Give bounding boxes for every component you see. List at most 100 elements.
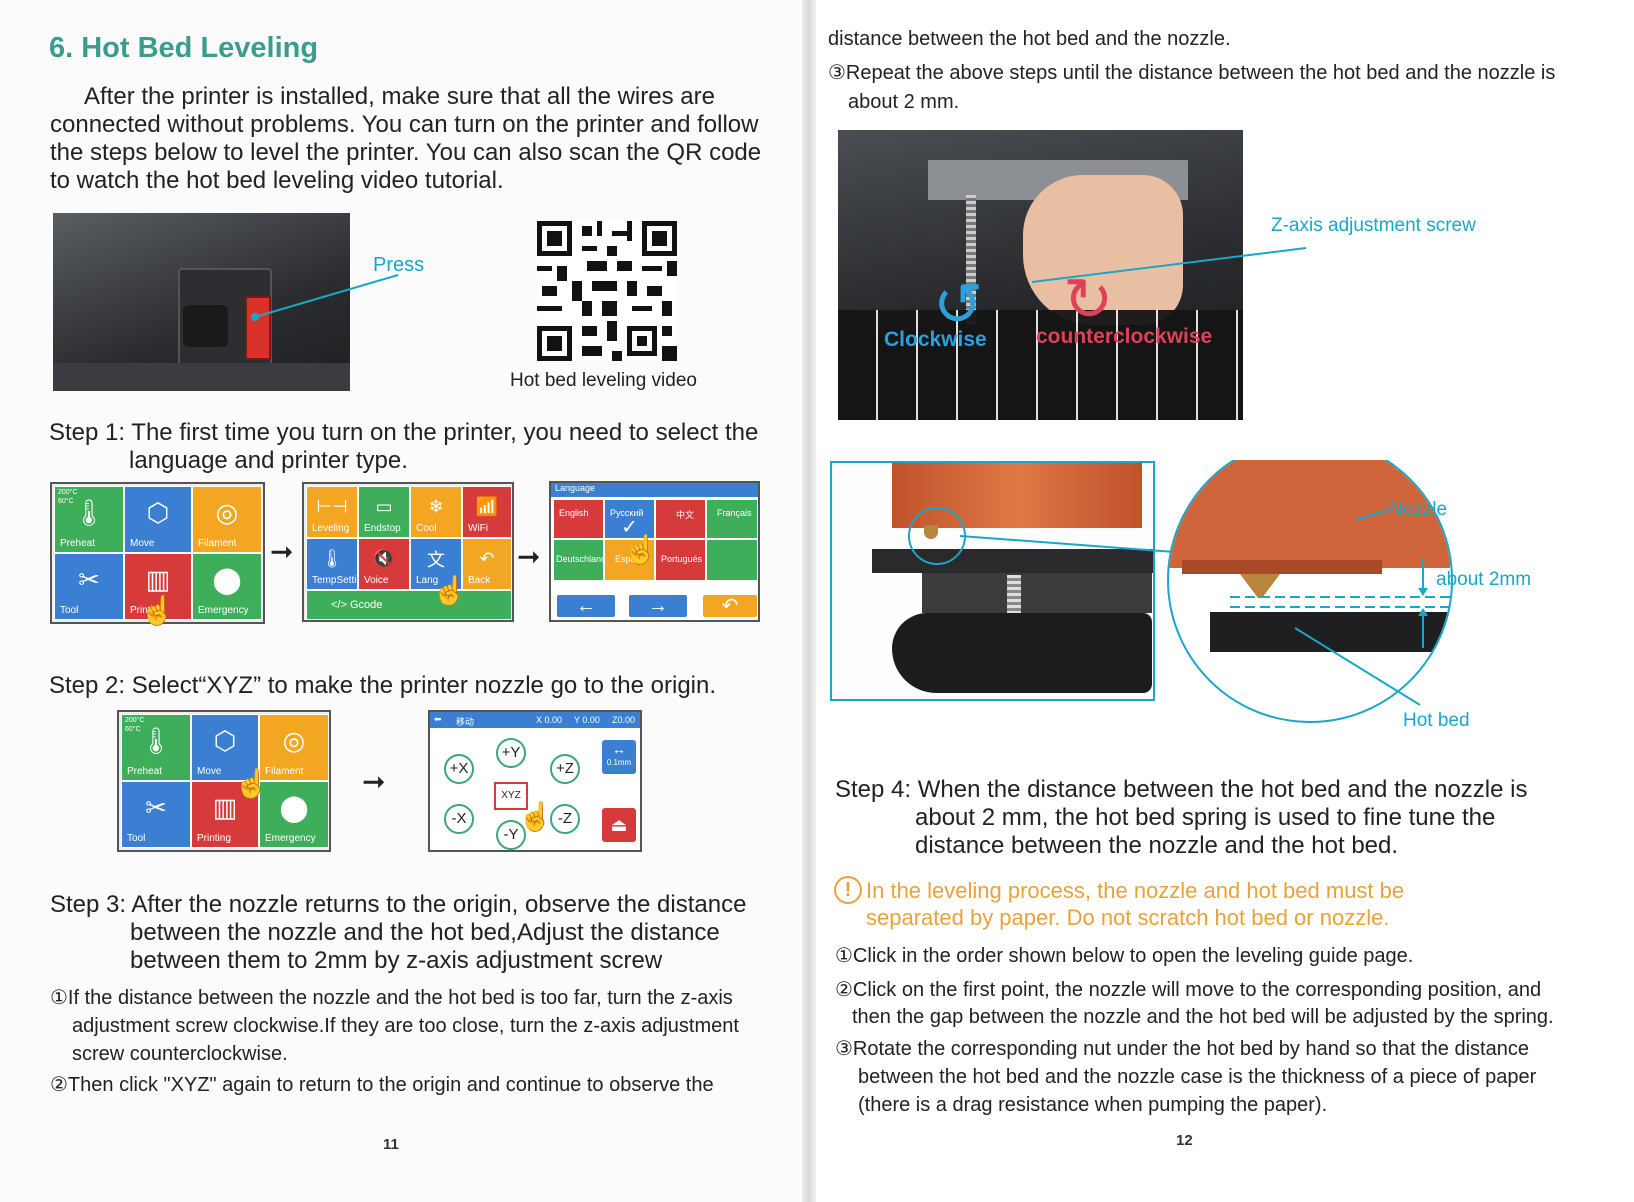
item3b-line1: ③Rotate the corresponding nut under the … xyxy=(835,1038,1529,1060)
lang-portuguese[interactable]: Portugués xyxy=(655,539,706,581)
back-icon: ↶ xyxy=(479,548,495,569)
press-label: Press xyxy=(373,254,425,276)
lang-german[interactable]: Deutschland xyxy=(553,539,606,581)
tile-back[interactable]: ↶ Back xyxy=(462,538,512,590)
lang-russian[interactable]: Русский ✓ xyxy=(604,499,655,539)
tile-filament[interactable]: ◎ Filament xyxy=(192,486,262,553)
tile-printing[interactable]: ▥ Printing xyxy=(191,781,259,848)
continued-text: distance between the hot bed and the noz… xyxy=(828,28,1231,50)
filament-icon: ◎ xyxy=(282,725,306,756)
item1-line1: ①Click in the order shown below to open … xyxy=(835,945,1414,967)
step3-line-1: Step 3: After the nozzle returns to the … xyxy=(50,891,747,918)
tile-preheat[interactable]: 🌡 Preheat xyxy=(121,714,191,781)
xyz-home-button[interactable]: XYZ xyxy=(494,782,528,810)
print-bed-grid xyxy=(838,310,1243,420)
main-menu-screen-2: 🌡 Preheat 200°C 60°C ⬡ Move ◎ Filament ✂ Tool… xyxy=(117,710,331,852)
printing-icon: ▥ xyxy=(212,792,238,823)
endstop-icon: ▭ xyxy=(375,496,393,517)
page-number-left: 11 xyxy=(383,1136,399,1153)
tile-language[interactable]: 文 Lang xyxy=(410,538,462,590)
step1-line-1: Step 1: The first time you turn on the p… xyxy=(49,419,759,446)
main-menu-screen: 🌡 Preheat 200°C 60°C ⬡ Move ◎ Filament ✂ Tool… xyxy=(50,482,265,626)
clockwise-arrow-icon: ↺ xyxy=(933,271,984,338)
bed-spring xyxy=(1007,575,1021,615)
tile-move[interactable]: ⬡ Move xyxy=(191,714,259,781)
cube-icon: ⬡ xyxy=(213,725,237,756)
fan-icon: ❄ xyxy=(428,496,444,517)
disable-motor-button[interactable]: ⏏ xyxy=(602,808,636,842)
power-switch-photo xyxy=(53,213,350,391)
step4-line-2: about 2 mm, the hot bed spring is used t… xyxy=(915,804,1496,831)
step-size-button[interactable]: ↔ 0.1mm xyxy=(602,740,636,774)
filament-icon: ◎ xyxy=(215,497,239,528)
tile-leveling[interactable]: ⊢⊣ Leveling xyxy=(306,486,358,538)
back-button[interactable]: ↶ xyxy=(703,595,757,617)
lang-spanish[interactable]: Espanol xyxy=(604,539,655,581)
tile-wifi[interactable]: 📶 WiFi xyxy=(462,486,512,538)
tile-move[interactable]: ⬡ Move xyxy=(124,486,192,553)
tile-endstop[interactable]: ▭ Endstop xyxy=(358,486,410,538)
tile-filament[interactable]: ◎ Filament xyxy=(259,714,329,781)
about-2mm-label: about 2mm xyxy=(1436,569,1532,590)
cube-icon: ⬡ xyxy=(146,497,170,528)
minus-z-button[interactable]: -Z xyxy=(550,804,580,834)
item3b-line3: (there is a drag resistance when pumping… xyxy=(858,1094,1328,1116)
tile-printing[interactable]: ▥ Printing xyxy=(124,553,192,620)
minus-y-button[interactable]: -Y xyxy=(496,820,526,850)
item2-line1: ②Click on the first point, the nozzle wi… xyxy=(835,979,1542,1001)
lang-french[interactable]: Français xyxy=(706,499,758,539)
next-arrow-button[interactable]: → xyxy=(629,595,687,617)
prev-arrow-button[interactable]: ← xyxy=(557,595,615,617)
lead-screw xyxy=(966,195,976,325)
tile-tool[interactable]: ✂ Tool xyxy=(121,781,191,848)
temp-setting-icon: 🌡 xyxy=(320,548,344,569)
tile-emergency[interactable]: ⬤ Emergency xyxy=(259,781,329,848)
lang-chinese[interactable]: 中文 xyxy=(655,499,706,539)
plus-y-button[interactable]: +Y xyxy=(496,738,526,768)
hand-pointer-icon: ☝ xyxy=(140,595,175,626)
bed-carriage xyxy=(922,573,1152,613)
qr-code[interactable] xyxy=(537,221,677,361)
power-switch xyxy=(245,296,271,360)
minus-x-button[interactable]: -X xyxy=(444,804,474,834)
hand-pointer-icon: ☝ xyxy=(623,534,658,565)
plus-z-button[interactable]: +Z xyxy=(550,754,580,784)
tile-gcode[interactable]: </> Gcode xyxy=(306,590,512,620)
tile-preheat[interactable]: 🌡 Preheat xyxy=(54,486,124,553)
item2-line2: then the gap between the nozzle and the … xyxy=(852,1006,1554,1028)
item3-line1: ③Repeat the above steps until the distan… xyxy=(828,62,1556,84)
step1-line-2: language and printer type. xyxy=(129,447,408,474)
plus-x-button[interactable]: +X xyxy=(444,754,474,784)
lang-english[interactable]: English xyxy=(553,499,604,539)
lang-empty xyxy=(706,539,758,581)
tile-tempsetting[interactable]: 🌡 TempSetting xyxy=(306,538,368,590)
tile-cool[interactable]: ❄ Cool xyxy=(410,486,462,538)
press-pointer-line xyxy=(251,274,399,321)
arrow-right-icon: ➞ xyxy=(362,766,386,797)
mute-icon: 🔇 xyxy=(372,548,396,569)
status-temps: 200°C 60°C xyxy=(58,489,78,505)
wifi-icon: 📶 xyxy=(475,496,499,517)
intro-line-4: to watch the hot bed leveling video tuto… xyxy=(50,167,504,194)
hand-pointer-icon: ☝ xyxy=(518,801,553,832)
back-arrow-icon[interactable]: ⬅ xyxy=(434,714,442,724)
step3-item1-line2: adjustment screw clockwise.If they are t… xyxy=(72,1015,739,1037)
step4-line-1: Step 4: When the distance between the ho… xyxy=(835,776,1528,803)
thermometer-icon: 🌡 xyxy=(139,725,173,756)
step4-line-3: distance between the nozzle and the hot … xyxy=(915,832,1399,859)
tile-emergency[interactable]: ⬤ Emergency xyxy=(192,553,262,620)
z-screw-label: Z-axis adjustment screw xyxy=(1271,215,1476,236)
emergency-icon: ⬤ xyxy=(279,792,309,823)
nozzle-label: Nozzle xyxy=(1389,499,1448,520)
intro-line-3: the steps below to level the printer. Yo… xyxy=(50,139,762,166)
step3-line-3: between them to 2mm by z-axis adjustment… xyxy=(130,947,663,974)
language-screen: Language English Русский ✓ 中文 Français De… xyxy=(549,481,760,622)
intro-line-2: connected without problems. You can turn… xyxy=(50,111,759,138)
tool-menu-screen: ⊢⊣ Leveling ▭ Endstop ❄ Cool 📶 WiFi 🌡 TempSet… xyxy=(302,482,514,622)
counterclockwise-label: counterclockwise xyxy=(1036,325,1213,348)
tile-voice[interactable]: 🔇 Voice xyxy=(358,538,410,590)
thermometer-icon: 🌡 xyxy=(72,497,106,528)
move-header: ⬅ 移动 X 0.00 Y 0.00 Z0.00 xyxy=(430,712,640,728)
hand-pointer-icon: ☝ xyxy=(432,575,467,606)
tile-tool[interactable]: ✂ Tool xyxy=(54,553,124,620)
